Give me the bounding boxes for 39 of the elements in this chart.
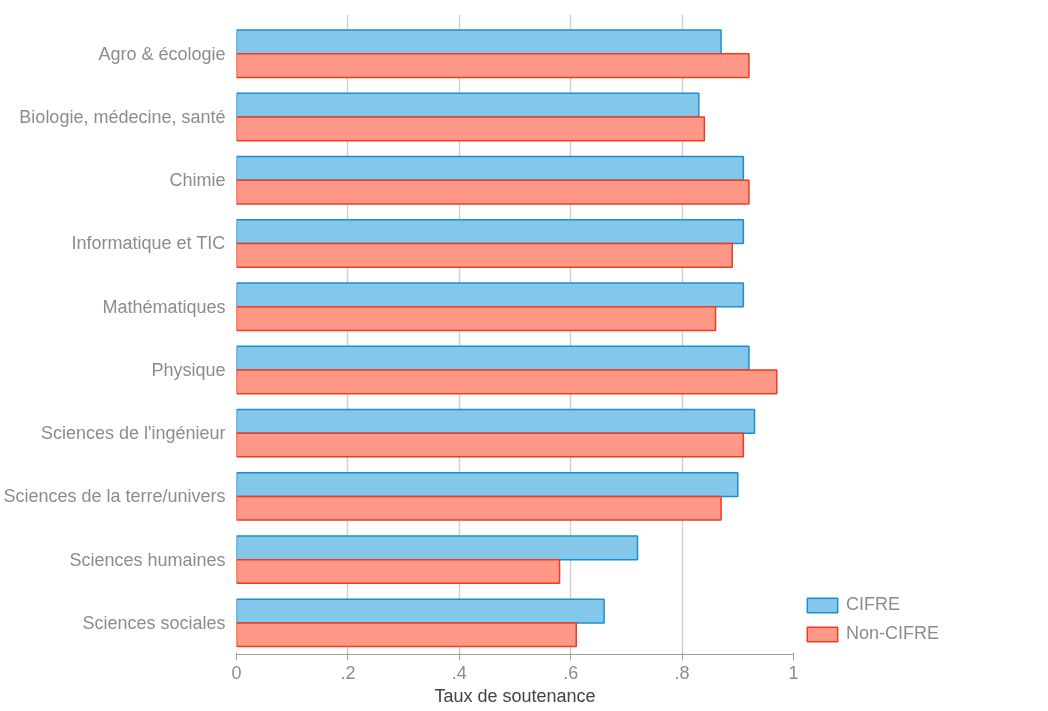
y-tick-label: Sciences humaines: [69, 549, 226, 570]
y-tick-label: Agro & écologie: [98, 43, 226, 64]
x-tick-label: .2: [340, 662, 356, 683]
y-tick-label: Physique: [151, 359, 226, 380]
bar: [236, 155, 745, 181]
legend-label: CIFRE: [846, 594, 900, 615]
x-tick-label: 0: [231, 662, 242, 683]
bar: [236, 471, 739, 498]
y-tick-label: Chimie: [169, 170, 226, 191]
bar: [236, 369, 778, 395]
bar: [236, 345, 750, 371]
bar: [236, 432, 745, 458]
bar: [236, 622, 578, 648]
bar: [236, 116, 706, 142]
y-tick-label: Sciences sociales: [82, 612, 226, 633]
y-tick-label: Sciences de la terre/univers: [3, 486, 226, 507]
x-tick-label: 1: [788, 662, 799, 683]
y-tick-label: Sciences de l'ingénieur: [40, 423, 226, 444]
bar: [236, 598, 605, 624]
legend-label: Non-CIFRE: [846, 623, 940, 644]
bar: [236, 305, 717, 332]
bar: [236, 179, 750, 205]
bar: [236, 242, 733, 268]
bar: [236, 92, 700, 118]
x-tick-label: .4: [451, 662, 467, 683]
bar: [236, 408, 756, 434]
y-tick-label: Informatique et TIC: [71, 233, 226, 254]
x-tick-label: .8: [674, 662, 690, 683]
bar: [236, 52, 750, 79]
bar: [236, 495, 722, 521]
bar: [236, 218, 745, 245]
x-axis-title: Taux de soutenance: [434, 685, 596, 706]
bar: [236, 29, 722, 55]
bar: [236, 282, 745, 308]
y-tick-label: Mathématiques: [102, 296, 226, 317]
x-tick-label: .6: [563, 662, 579, 683]
y-tick-label: Biologie, médecine, santé: [19, 106, 226, 127]
bar: [236, 535, 639, 561]
bar: [236, 558, 561, 585]
